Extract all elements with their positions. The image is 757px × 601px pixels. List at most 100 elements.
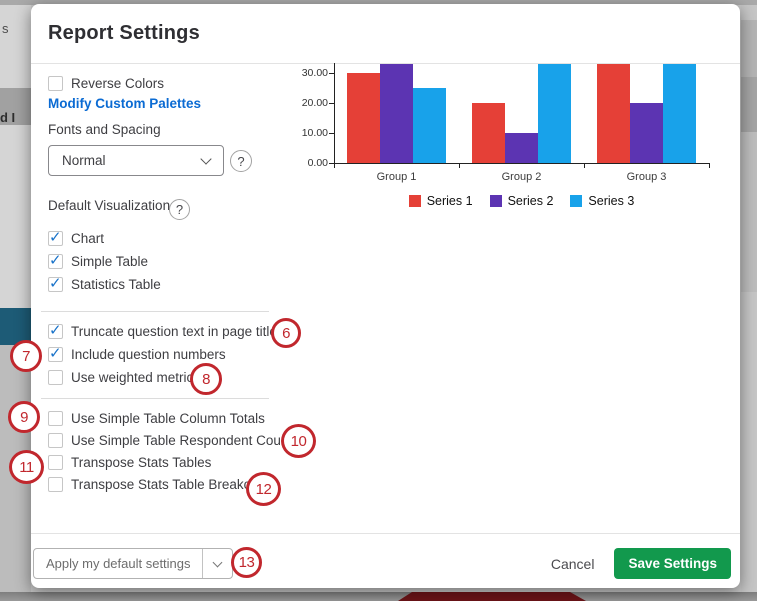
simple-table-column-totals-label: Use Simple Table Column Totals <box>71 410 265 426</box>
truncate-question-text-row: Truncate question text in page titles <box>48 321 284 339</box>
simple-table-checkbox-label: Simple Table <box>71 253 149 269</box>
page-background-right-block <box>741 77 757 132</box>
transpose-stats-table-breakouts-checkbox[interactable] <box>48 476 63 492</box>
chart-checkbox-label: Chart <box>71 230 105 246</box>
apply-default-settings-button[interactable]: Apply my default settings <box>46 556 191 571</box>
chart-checkbox[interactable] <box>48 228 63 246</box>
simple-table-respondent-counts-label: Use Simple Table Respondent Counts <box>71 432 299 448</box>
default-visualizations-label: Default Visualizations <box>48 198 177 213</box>
statistics-table-checkbox[interactable] <box>48 274 63 292</box>
bar <box>347 73 380 163</box>
include-question-numbers-checkbox[interactable] <box>48 344 63 362</box>
report-settings-modal: Report Settings Reverse Colors Modify Cu… <box>31 4 740 588</box>
annotation-circle-8: 8 <box>190 363 222 395</box>
legend-swatch <box>408 195 421 207</box>
page-background-left <box>0 5 31 88</box>
use-weighted-metrics-checkbox[interactable] <box>48 369 63 385</box>
y-axis-tick-label: 20.00 <box>301 97 328 110</box>
header-divider <box>31 63 740 64</box>
fonts-and-spacing-select[interactable]: Normal <box>48 145 224 176</box>
y-axis-tick <box>329 103 334 105</box>
statistics-table-checkbox-label: Statistics Table <box>71 276 161 292</box>
statistics-table-checkbox-row: Statistics Table <box>48 274 161 292</box>
chevron-down-icon <box>212 557 223 567</box>
section-divider <box>41 398 269 399</box>
page-background-right-block <box>741 132 757 292</box>
apply-default-settings-split-button: Apply my default settings <box>33 548 233 579</box>
y-axis-tick <box>329 73 334 75</box>
legend-label: Series 3 <box>588 194 635 208</box>
bar <box>413 88 446 163</box>
x-axis-tick <box>709 163 710 168</box>
background-text-fragment: s <box>2 21 9 36</box>
x-axis-line <box>334 163 709 164</box>
modify-custom-palettes-link[interactable]: Modify Custom Palettes <box>48 96 202 111</box>
simple-table-respondent-counts-checkbox[interactable] <box>48 432 63 448</box>
legend-label: Series 2 <box>507 194 554 208</box>
annotation-circle-7: 7 <box>10 340 42 372</box>
annotation-circle-10: 10 <box>281 424 316 458</box>
page-background-left <box>0 125 31 308</box>
chart-preview: 0.00 10.00 20.00 30.00 Group 1 Group 2 Group 3… <box>298 59 722 214</box>
annotation-circle-13: 13 <box>231 547 262 578</box>
bar <box>538 64 571 163</box>
simple-table-respondent-counts-row: Use Simple Table Respondent Counts <box>48 432 299 448</box>
x-axis-category-label: Group 2 <box>501 171 542 183</box>
default-visualizations-help-icon[interactable]: ? <box>169 199 190 220</box>
save-settings-button[interactable]: Save Settings <box>614 548 731 579</box>
simple-table-column-totals-row: Use Simple Table Column Totals <box>48 410 265 426</box>
simple-table-checkbox[interactable] <box>48 251 63 269</box>
page-background-bottom <box>0 592 757 601</box>
page-background-left-block <box>0 88 31 125</box>
background-text-fragment: d I <box>0 110 16 125</box>
legend-item: Series 1 <box>408 194 473 208</box>
annotation-circle-12: 12 <box>246 472 281 506</box>
bar <box>663 64 696 163</box>
apply-settings-dropdown-button[interactable] <box>202 549 232 578</box>
transpose-stats-table-breakouts-row: Transpose Stats Table Breakouts <box>48 476 269 492</box>
y-axis-tick-label: 10.00 <box>301 127 328 140</box>
x-axis-tick <box>459 163 460 168</box>
transpose-stats-tables-checkbox[interactable] <box>48 454 63 470</box>
fonts-and-spacing-label: Fonts and Spacing <box>48 122 161 137</box>
simple-table-column-totals-checkbox[interactable] <box>48 410 63 426</box>
reverse-colors-row: Reverse Colors <box>48 75 164 91</box>
y-axis-line <box>334 63 335 163</box>
bar <box>630 103 663 163</box>
transpose-stats-tables-label: Transpose Stats Tables <box>71 454 212 470</box>
y-axis-tick-label: 0.00 <box>307 157 328 169</box>
x-axis-category-label: Group 1 <box>376 171 417 183</box>
page-background-top <box>0 0 757 5</box>
chevron-down-icon <box>200 153 212 165</box>
y-axis-tick-label: 30.00 <box>301 67 328 80</box>
reverse-colors-checkbox[interactable] <box>48 75 63 91</box>
legend-item: Series 3 <box>570 194 634 208</box>
y-axis-tick <box>329 163 334 164</box>
transpose-stats-tables-row: Transpose Stats Tables <box>48 454 211 470</box>
cancel-button[interactable]: Cancel <box>550 555 595 572</box>
legend-swatch <box>489 195 502 207</box>
truncate-question-text-checkbox[interactable] <box>48 321 63 339</box>
simple-table-checkbox-row: Simple Table <box>48 251 149 269</box>
footer-actions: Cancel Save Settings <box>551 548 731 579</box>
legend-label: Series 1 <box>426 194 473 208</box>
annotation-circle-11: 11 <box>9 450 44 484</box>
annotation-circle-6: 6 <box>271 318 301 348</box>
y-axis-tick <box>329 133 334 135</box>
page-background-blue-strip <box>0 308 31 345</box>
x-axis-category-label: Group 3 <box>626 171 667 183</box>
include-question-numbers-label: Include question numbers <box>71 346 226 362</box>
page-background-right-block <box>741 20 757 77</box>
annotation-circle-9: 9 <box>8 401 40 433</box>
include-question-numbers-row: Include question numbers <box>48 344 226 362</box>
legend-item: Series 2 <box>489 194 554 208</box>
x-axis-tick <box>334 163 335 168</box>
bar <box>472 103 505 163</box>
fonts-and-spacing-value: Normal <box>62 153 106 168</box>
legend-swatch <box>570 195 583 207</box>
fonts-help-icon[interactable]: ? <box>230 150 252 172</box>
x-axis-tick <box>584 163 585 168</box>
transpose-stats-table-breakouts-label: Transpose Stats Table Breakouts <box>71 476 270 492</box>
bar <box>505 133 538 163</box>
use-weighted-metrics-label: Use weighted metrics <box>71 369 201 385</box>
